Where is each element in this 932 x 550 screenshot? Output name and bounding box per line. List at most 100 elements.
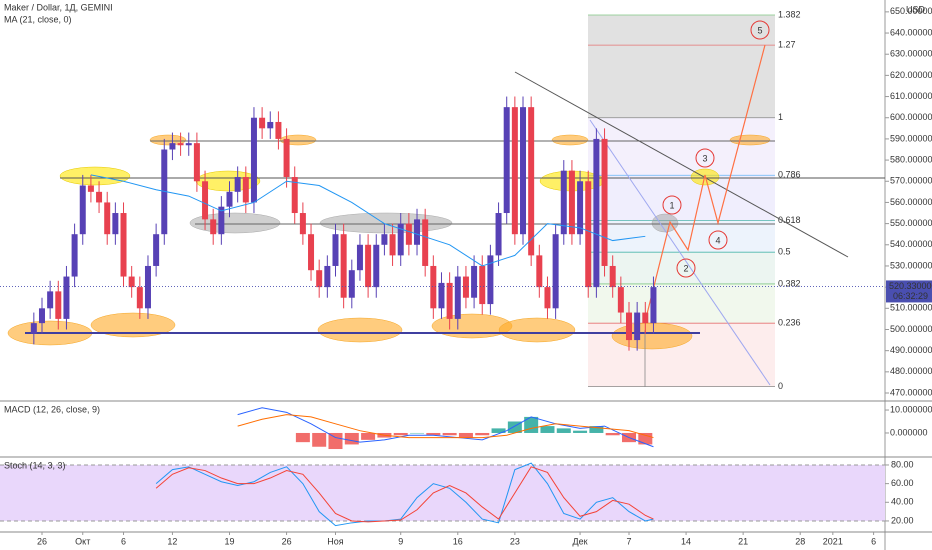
candle-body — [585, 181, 592, 288]
y-tick-label: 590.000000 — [890, 133, 932, 143]
candle-body — [299, 213, 306, 235]
histogram-bar — [491, 428, 506, 433]
y-tick-label: 480.000000 — [890, 366, 932, 376]
annotation-circle — [750, 20, 770, 40]
y-tick-label: 610.000000 — [890, 91, 932, 101]
trend-line — [514, 71, 849, 258]
y-tick-label: 620.000000 — [890, 70, 932, 80]
candle-body — [291, 177, 298, 214]
y-tick-label: 560.000000 — [890, 197, 932, 207]
fib-zone — [588, 15, 775, 46]
candle-body — [226, 191, 233, 207]
candle-body — [577, 181, 584, 235]
candle-body — [30, 323, 37, 334]
histogram-bar — [410, 432, 425, 434]
fib-zone — [588, 283, 775, 324]
x-tick-label: 19 — [224, 536, 234, 546]
candle-body — [47, 291, 54, 309]
candle-body — [104, 202, 111, 235]
candle-body — [112, 213, 119, 235]
fib-label: 0.618 — [778, 215, 801, 225]
x-tick-label: 12 — [167, 536, 177, 546]
y-tick-label: 580.000000 — [890, 154, 932, 164]
fib-zone — [588, 117, 775, 176]
candle-body — [528, 107, 535, 256]
fib-label: 0 — [778, 381, 783, 391]
candle-body — [650, 287, 657, 324]
x-tick-label: Ноя — [327, 536, 344, 546]
highlight-ellipse — [149, 134, 187, 146]
highlight-ellipse — [319, 212, 453, 234]
highlight-ellipse — [431, 313, 513, 339]
y-tick-label: 550.000000 — [890, 218, 932, 228]
x-tick-label: 6 — [871, 536, 876, 546]
y-tick-label: 80.00 — [891, 459, 914, 469]
x-tick-label: Дек — [573, 536, 588, 546]
histogram-bar — [442, 432, 457, 436]
last-price-label: 520.330000 — [889, 281, 932, 291]
candle-body — [544, 287, 551, 309]
candle-body — [242, 177, 249, 203]
candle-body — [161, 149, 168, 235]
candle-body — [625, 312, 632, 341]
fib-zone — [588, 45, 775, 118]
candle-body — [511, 107, 518, 235]
fib-label: 0.786 — [778, 170, 801, 180]
histogram-bar — [312, 432, 327, 447]
candle-body — [601, 138, 608, 266]
y-tick-label: 540.000000 — [890, 239, 932, 249]
indicator-title: Stoch (14, 3, 3) — [4, 460, 66, 470]
x-tick-label: 7 — [626, 536, 631, 546]
candle-body — [218, 206, 225, 235]
candle-body — [324, 265, 331, 288]
highlight-ellipse — [317, 317, 403, 343]
candle-body — [552, 234, 559, 309]
x-tick-label: 26 — [282, 536, 292, 546]
candle-body — [177, 143, 184, 146]
fib-label: 1.382 — [778, 9, 801, 19]
y-tick-label: 500.000000 — [890, 324, 932, 334]
candle-body — [446, 282, 453, 319]
annotation-circle — [662, 195, 682, 215]
candle-body — [120, 213, 127, 277]
annotation-label: 5 — [757, 25, 762, 35]
candle-body — [267, 121, 274, 129]
x-tick-label: 23 — [510, 536, 520, 546]
candle-body — [55, 291, 62, 319]
highlight-ellipse — [611, 322, 693, 350]
highlight-ellipse — [551, 134, 589, 146]
x-tick-label: 26 — [37, 536, 47, 546]
candle-body — [430, 265, 437, 309]
histogram-bar — [589, 426, 604, 433]
annotation-label: 4 — [715, 235, 720, 245]
stoch-band — [0, 464, 885, 521]
histogram-bar — [475, 432, 490, 436]
candle-body — [438, 282, 445, 309]
currency-label: USD — [906, 4, 926, 14]
projection-path — [644, 44, 766, 323]
histogram-bar — [556, 428, 571, 433]
fib-zone — [588, 252, 775, 284]
x-tick-label: 9 — [398, 536, 403, 546]
histogram-bar — [638, 432, 653, 445]
fib-zone — [588, 220, 775, 253]
candle-body — [414, 219, 421, 245]
stoch-k-line — [155, 462, 654, 527]
chart-title: Maker / Dollar, 1Д, GEMINI — [4, 2, 113, 12]
histogram-bar — [426, 432, 441, 436]
candle-body — [495, 213, 502, 256]
macd-line — [237, 407, 654, 448]
candle-body — [373, 244, 380, 288]
candle-body — [609, 265, 616, 288]
candle-body — [568, 170, 575, 235]
fib-label: 0.5 — [778, 247, 791, 257]
stoch-d-line — [155, 466, 654, 523]
candle-body — [202, 181, 209, 220]
candle-body — [340, 234, 347, 298]
candle-body — [250, 117, 257, 203]
x-tick-label: 14 — [681, 536, 691, 546]
candle-body — [462, 276, 469, 298]
y-tick-label: 40.00 — [891, 497, 914, 507]
last-price-box — [886, 280, 932, 303]
candle-body — [560, 170, 567, 235]
